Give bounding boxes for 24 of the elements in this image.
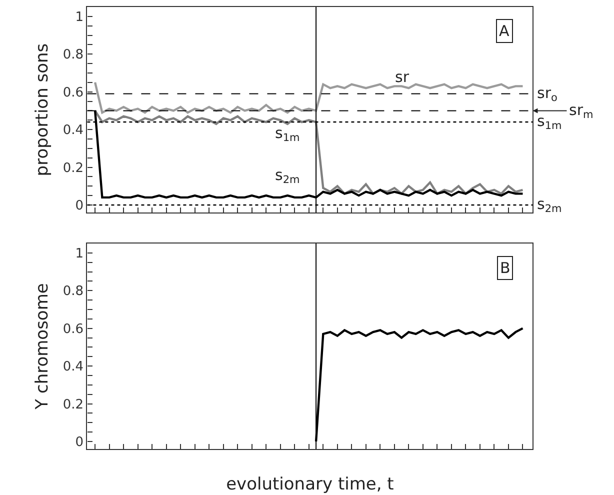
y-tick-label: 0.8 [62,48,84,63]
ref-line-label: sr$_{o}$ [537,84,558,104]
y-tick-label: 0.6 [62,85,84,100]
y-tick-label: 0.6 [62,322,84,337]
x-axis-title: evolutionary time, t [226,474,394,494]
annotation: B [500,259,510,277]
annotation: s$_{2m}$ [275,166,300,186]
y-tick-label: 0.4 [62,360,84,375]
annotation: A [499,22,510,40]
y-tick-label: 0.2 [62,160,84,176]
ref-line-label: s$_{2m}$ [537,195,562,216]
y-tick-label: 0 [75,198,84,214]
y-tick-label: 1 [75,10,84,25]
y-axis-title: proportion sons [32,43,52,176]
y-tick-label: 1 [75,246,84,262]
y-tick-label: 0 [75,435,84,450]
text: s$_{1m}$ [537,112,562,132]
y-tick-label: 0.2 [62,397,84,412]
y-tick-label: 0.4 [62,123,84,138]
ref-line-label: sr$_{m}$ [569,101,594,122]
y-tick-label: 0.8 [62,284,84,300]
ref-line-label: s$_{1m}$ [275,124,300,144]
y-axis-title: Y chromosome [32,283,52,410]
annotation: sr [395,68,410,86]
